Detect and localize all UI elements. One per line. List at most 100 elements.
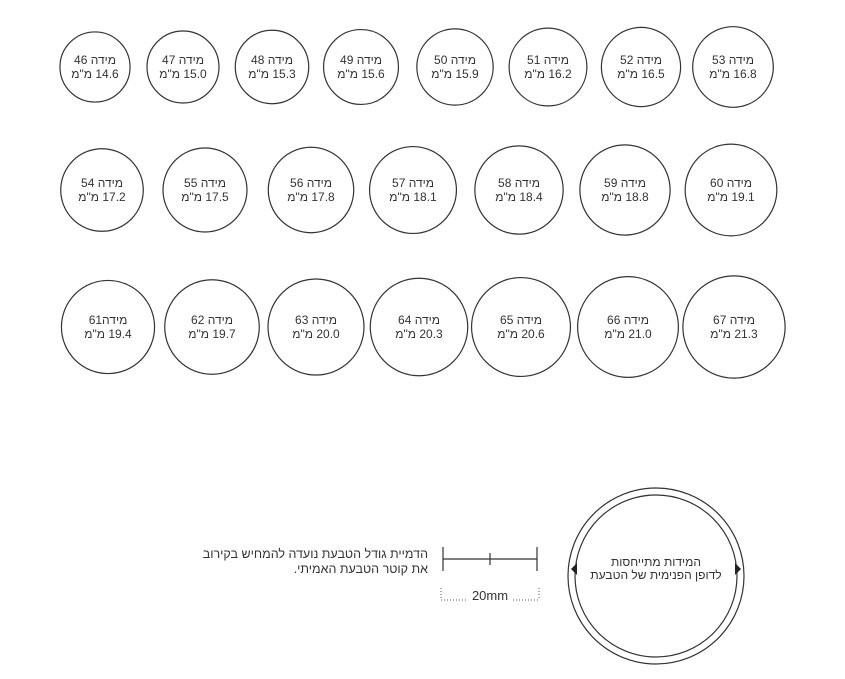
- ring-diameter-label: 15.3 מ"מ: [248, 67, 296, 81]
- ring-diameter-label: 15.6 מ"מ: [337, 67, 385, 81]
- ring-size-label: מידה 67: [713, 313, 755, 327]
- disclaimer-line-1: הדמיית גודל הטבעת נועדה להמחיש בקירוב: [202, 547, 428, 561]
- disclaimer-note: הדמיית גודל הטבעת נועדה להמחיש בקירוב את…: [203, 547, 428, 577]
- ring-diameter-label: 20.0 מ"מ: [292, 327, 340, 341]
- ring-outline: [368, 145, 458, 235]
- ring-diameter-label: 18.4 מ"מ: [495, 190, 543, 204]
- ring-diameter-label: 20.6 מ"מ: [497, 327, 545, 341]
- ring-size-label: מידה 65: [500, 313, 542, 327]
- ring-size-label: מידה 59: [604, 176, 646, 190]
- ring-outline: [576, 276, 679, 379]
- ring-diameter-label: 17.8 מ"מ: [287, 190, 335, 204]
- ring-outline: [162, 147, 248, 233]
- ring-outline: [59, 31, 131, 103]
- ring-diameter-label: 18.8 מ"מ: [601, 190, 649, 204]
- ring-outline: [600, 26, 682, 108]
- ring-size-label: מידה 53: [712, 53, 754, 67]
- ring-outline: [146, 30, 220, 104]
- legend-ring-inner: [574, 494, 738, 658]
- ring-outline: [60, 148, 144, 232]
- ring-diameter-label: 15.0 מ"מ: [159, 67, 207, 81]
- ring-size-label: מידה 64: [398, 313, 440, 327]
- ring-outline: [267, 278, 365, 376]
- ring-size-label: מידה 47: [162, 53, 204, 67]
- ring-outline: [684, 143, 778, 237]
- ring-outline: [267, 146, 355, 234]
- disclaimer-line-2: את קוטר הטבעת האמיתי.: [293, 562, 428, 576]
- ring-diameter-label: 15.9 מ"מ: [431, 67, 479, 81]
- ring-diameter-label: 16.2 מ"מ: [524, 67, 572, 81]
- arrow-right-icon: [735, 563, 741, 575]
- ring-diameter-label: 17.2 מ"מ: [78, 190, 126, 204]
- ring-diameter-label: 21.0 מ"מ: [604, 327, 652, 341]
- ring-outline: [234, 29, 310, 105]
- ring-size-label: מידה 51: [527, 53, 569, 67]
- ring-size-label: מידה 50: [434, 53, 476, 67]
- ring-diameter-label: 19.4 מ"מ: [84, 327, 132, 341]
- ring-size-label: מידה 46: [74, 53, 116, 67]
- ring-outline: [682, 275, 786, 379]
- ring-size-label: מידה 56: [290, 176, 332, 190]
- ring-size-label: מידה 57: [392, 176, 434, 190]
- ring-size-label: מידה 60: [710, 176, 752, 190]
- ring-outline: [369, 277, 469, 377]
- ring-size-label: מידה 63: [295, 313, 337, 327]
- ring-size-label: מידה 54: [81, 176, 123, 190]
- ring-outline: [508, 27, 588, 107]
- ring-diameter-label: 19.7 מ"מ: [188, 327, 236, 341]
- ring-size-label: מידה 62: [191, 313, 233, 327]
- ring-size-label: מידה 48: [251, 53, 293, 67]
- ring-diameter-label: 17.5 מ"מ: [181, 190, 229, 204]
- ring-diameter-label: 21.3 מ"מ: [710, 327, 758, 341]
- ring-diameter-label: 18.1 מ"מ: [389, 190, 437, 204]
- ring-outline: [416, 28, 494, 106]
- ring-outline: [470, 276, 572, 378]
- legend-ring: המידות מתייחסות לדופן הפנימית של הטבעת: [567, 487, 745, 665]
- ring-size-label: מידה 66: [607, 313, 649, 327]
- ring-outline: [579, 144, 671, 236]
- ring-outline: [60, 279, 156, 375]
- arrow-left-icon: [571, 563, 577, 575]
- ring-diameter-label: 20.3 מ"מ: [395, 327, 443, 341]
- ring-outline: [322, 28, 400, 106]
- ruler-dimension-bracket: [440, 588, 540, 601]
- ring-size-label: מידה 55: [184, 176, 226, 190]
- ring-diameter-label: 16.5 מ"מ: [617, 67, 665, 81]
- legend-ring-outer: [567, 487, 745, 665]
- ring-diameter-label: 14.6 מ"מ: [71, 67, 119, 81]
- ruler-label: 20mm: [472, 588, 508, 603]
- ring-outline: [692, 26, 774, 108]
- ring-outline: [164, 279, 260, 375]
- ring-outline: [474, 145, 564, 235]
- ring-size-label: מידה 52: [620, 53, 662, 67]
- legend-ring-text-1: המידות מתייחסות: [611, 555, 701, 569]
- ring-size-label: מידה 58: [498, 176, 540, 190]
- ring-diameter-label: 16.8 מ"מ: [709, 67, 757, 81]
- legend-ring-text-2: לדופן הפנימית של הטבעת: [590, 568, 721, 582]
- ring-diameter-label: 19.1 מ"מ: [707, 190, 755, 204]
- ring-size-label: מידה 49: [340, 53, 382, 67]
- ruler: [442, 547, 538, 571]
